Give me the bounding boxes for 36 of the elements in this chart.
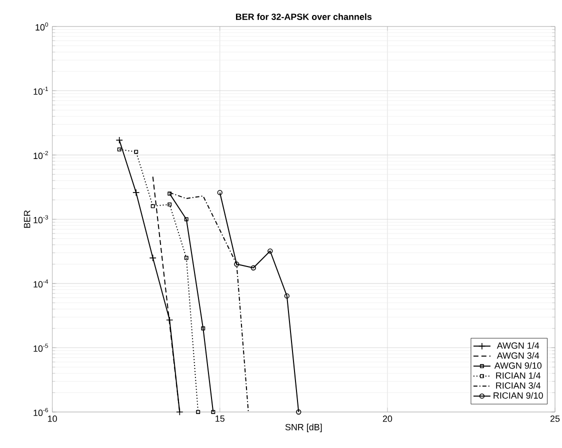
point: [132, 188, 140, 196]
point: [234, 262, 240, 267]
point: [184, 217, 188, 222]
legend-label: RICIAN 1/4: [496, 372, 541, 379]
y-tick-label: 10$^{-5}$: [34, 344, 48, 352]
legend-label: RICIAN 3/4: [496, 382, 541, 389]
x-tick-label: 25: [550, 416, 560, 422]
point: [284, 293, 290, 299]
point: [184, 256, 188, 260]
point: [168, 202, 172, 206]
point: [250, 265, 256, 270]
y-tick-label: 10$^{-2}$: [34, 150, 48, 160]
x-axis-title: SNR [dB]: [285, 424, 322, 432]
point: [116, 136, 123, 144]
point: [150, 204, 155, 208]
y-tick-label: 10$^{0}$: [36, 22, 48, 31]
x-tick-label: 20: [382, 416, 392, 422]
legend-label: AWGN 1/4: [496, 342, 540, 349]
x-tick-label: 10: [48, 416, 57, 422]
chart-title: BER for 32-APSK over channels: [236, 13, 372, 20]
point: [134, 150, 138, 154]
y-tick-label: 10$^{-3}$: [34, 215, 48, 224]
legend-label: AWGN 3/4: [496, 352, 540, 359]
point: [117, 147, 122, 152]
point: [149, 254, 156, 262]
y-tick-label: 10$^{-6}$: [34, 408, 48, 416]
point: [176, 408, 184, 416]
point: [196, 410, 200, 414]
x-tick-label: 15: [216, 416, 224, 422]
y-tick-label: 10$^{-4}$: [34, 279, 48, 288]
point: [268, 248, 273, 254]
point: [201, 326, 206, 330]
legend-label: RICIAN 9/10: [494, 392, 543, 399]
y-axis-title: BER: [24, 210, 30, 228]
legend-label: AWGN 9/10: [494, 362, 542, 369]
y-tick-label: 10$^{-1}$: [34, 86, 48, 95]
